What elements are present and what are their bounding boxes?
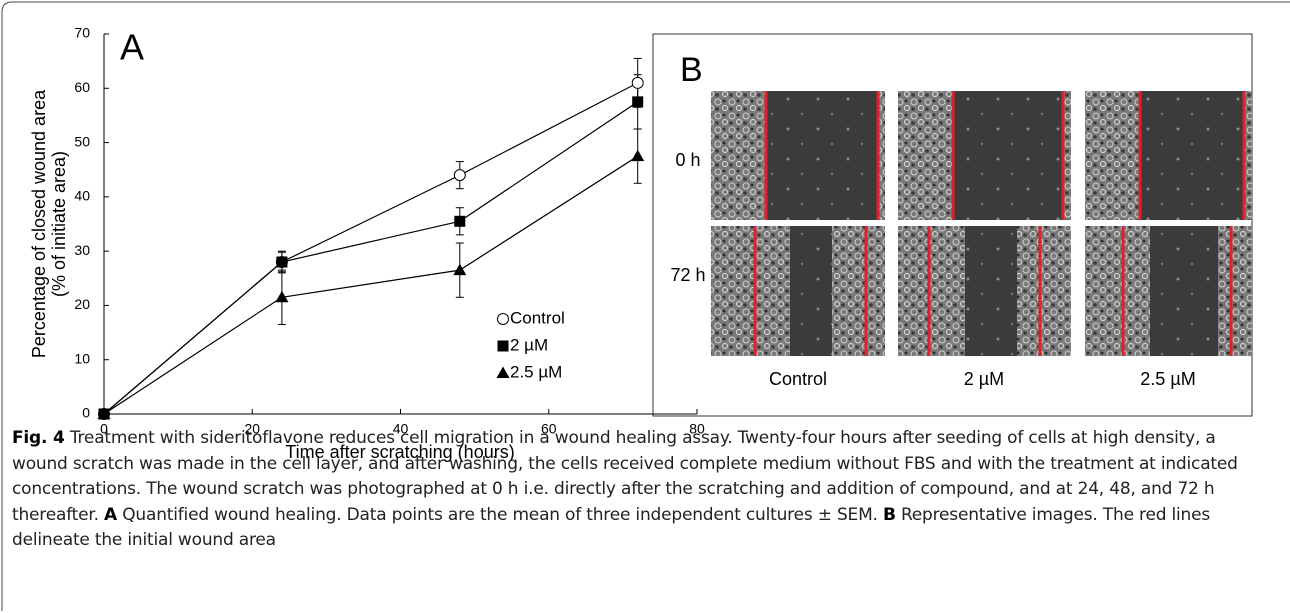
legend-marker [497, 313, 509, 325]
marker [631, 76, 644, 89]
legend-label: 2.5 µM [510, 362, 562, 381]
y-axis-label: (% of initiate area) [49, 151, 69, 297]
caption-text: Representative images. The red lines del… [12, 504, 1211, 551]
y-tick-label: 60 [74, 79, 90, 95]
x-tick-label: 20 [244, 421, 260, 437]
caption: Fig. 4 Treatment with sideritoflavone re… [12, 426, 1274, 554]
marker [631, 149, 645, 162]
y-tick-label: 40 [74, 188, 90, 204]
marker [97, 407, 111, 419]
y-tick-label: 70 [74, 25, 90, 41]
x-axis-label: Time after scratching (hours) [285, 442, 514, 462]
y-tick-label: 0 [82, 405, 90, 421]
panel-ref: A [104, 504, 118, 525]
caption-text: Quantified wound healing. Data points ar… [117, 504, 883, 525]
series-line [103, 101, 639, 415]
legend-marker [496, 366, 510, 378]
x-tick-label: 40 [393, 421, 409, 437]
micrographs [711, 91, 1252, 356]
x-tick-label: 60 [541, 421, 557, 437]
y-tick-label: 50 [74, 133, 90, 149]
y-tick-label: 30 [74, 242, 90, 258]
column-label: 2 µM [964, 369, 1004, 389]
marker [454, 215, 466, 227]
row-label: 0 h [675, 150, 700, 170]
series-line [103, 155, 639, 415]
panel-label: B [680, 51, 703, 89]
marker [453, 169, 466, 182]
marker [632, 96, 644, 108]
legend-label: 2 µM [510, 335, 548, 354]
x-tick-label: 0 [100, 421, 108, 437]
y-tick-label: 10 [74, 350, 90, 366]
column-label: Control [769, 369, 827, 389]
marker [276, 256, 288, 268]
panel-b-border [652, 33, 1253, 417]
row-label: 72 h [670, 265, 705, 285]
marker [275, 290, 289, 303]
figure-label: Fig. 4 [12, 428, 65, 448]
y-axis-label: Percentage of closed wound area [29, 89, 49, 358]
caption-text: Treatment with sideritoflavone reduces c… [12, 428, 1238, 525]
legend-marker [497, 340, 509, 352]
column-label: 2.5 µM [1140, 369, 1195, 389]
marker [453, 263, 467, 276]
x-tick-label: 80 [689, 421, 705, 437]
y-tick-label: 20 [74, 296, 90, 312]
panel-label: A [120, 27, 144, 68]
panel-ref: B [882, 504, 896, 525]
legend-label: Control [510, 308, 565, 327]
